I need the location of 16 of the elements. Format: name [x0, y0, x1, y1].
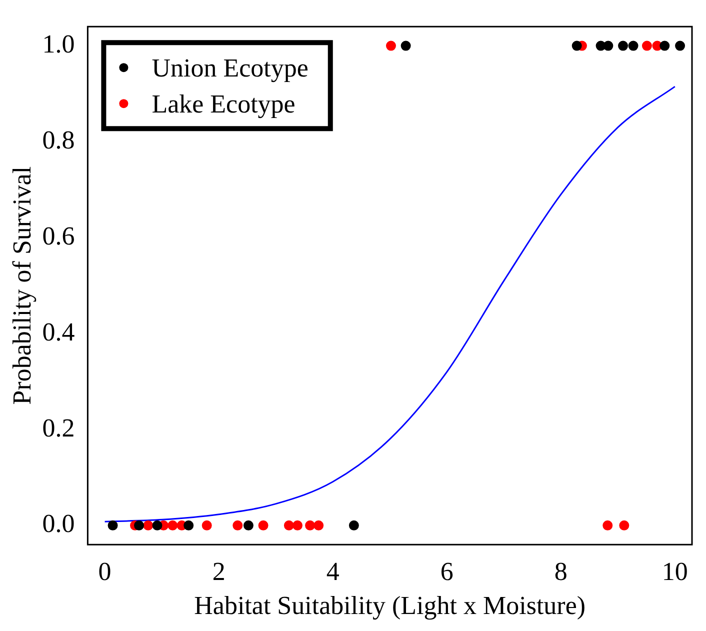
y-tick-label: 0.4 [42, 317, 75, 346]
y-tick-label: 0.8 [42, 126, 75, 155]
y-tick-label: 0.2 [42, 413, 75, 442]
x-tick-label: 2 [212, 557, 226, 586]
y-axis-title: Probability of Survival [7, 166, 36, 405]
y-tick-label: 0.0 [42, 509, 75, 538]
y-tick-label: 0.6 [42, 221, 75, 250]
x-tick-label: 6 [440, 557, 454, 586]
y-tick-label: 1.0 [42, 30, 75, 59]
x-axis-title: Habitat Suitability (Light x Moisture) [194, 591, 586, 620]
x-tick-label: 0 [98, 557, 112, 586]
legend-label: Lake Ecotype [152, 89, 296, 118]
x-tick-label: 4 [326, 557, 340, 586]
x-tick-label: 10 [662, 557, 688, 586]
legend-label: Union Ecotype [152, 53, 308, 82]
x-tick-label: 8 [554, 557, 568, 586]
